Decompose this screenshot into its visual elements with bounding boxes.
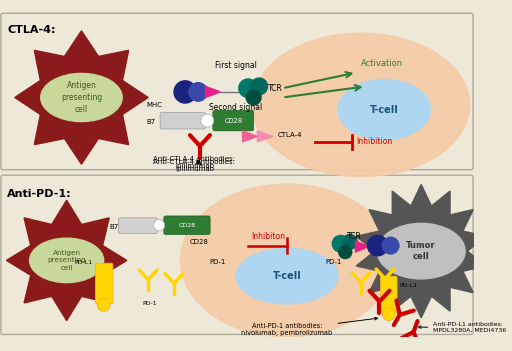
Text: B7: B7 xyxy=(146,119,156,125)
Text: Anti-PD-1:: Anti-PD-1: xyxy=(7,189,72,199)
Polygon shape xyxy=(7,200,127,320)
FancyBboxPatch shape xyxy=(1,175,473,335)
Text: Antigen
presenting
cell: Antigen presenting cell xyxy=(47,250,86,271)
Text: T-cell: T-cell xyxy=(272,271,302,281)
Circle shape xyxy=(382,237,399,254)
Ellipse shape xyxy=(30,238,103,283)
Text: First signal: First signal xyxy=(215,61,257,70)
Text: PD-1: PD-1 xyxy=(325,259,342,265)
Text: PD-L1: PD-L1 xyxy=(400,283,418,288)
Circle shape xyxy=(201,114,214,127)
Circle shape xyxy=(239,79,258,98)
Text: Anti-CTLA-4 antibodies:
ipilimumab: Anti-CTLA-4 antibodies: ipilimumab xyxy=(154,156,236,169)
Circle shape xyxy=(339,246,352,259)
Ellipse shape xyxy=(41,73,122,121)
Text: Inhibiton: Inhibiton xyxy=(251,232,285,241)
Text: PD-1: PD-1 xyxy=(143,301,157,306)
Circle shape xyxy=(251,78,267,95)
FancyBboxPatch shape xyxy=(118,218,157,233)
Circle shape xyxy=(154,220,165,231)
Text: B7: B7 xyxy=(109,224,118,230)
Text: T-cell: T-cell xyxy=(370,105,398,114)
Ellipse shape xyxy=(252,33,470,177)
Circle shape xyxy=(174,81,196,103)
Ellipse shape xyxy=(338,79,431,140)
Ellipse shape xyxy=(181,184,393,337)
Ellipse shape xyxy=(236,249,338,304)
Polygon shape xyxy=(15,31,148,164)
FancyBboxPatch shape xyxy=(380,276,397,313)
FancyBboxPatch shape xyxy=(1,13,473,170)
Polygon shape xyxy=(258,131,273,142)
Text: CD28: CD28 xyxy=(224,118,242,124)
FancyBboxPatch shape xyxy=(160,112,205,129)
Text: CTLA-4: CTLA-4 xyxy=(278,132,302,138)
Text: CTLA-4:: CTLA-4: xyxy=(7,25,56,35)
Text: PD-L1: PD-L1 xyxy=(74,260,93,265)
FancyBboxPatch shape xyxy=(213,111,253,131)
Text: TCR: TCR xyxy=(268,84,283,93)
Circle shape xyxy=(382,307,395,320)
Text: Second signal: Second signal xyxy=(209,103,263,112)
Circle shape xyxy=(332,236,349,252)
Polygon shape xyxy=(205,86,220,98)
Circle shape xyxy=(368,236,388,256)
Polygon shape xyxy=(243,131,258,142)
Polygon shape xyxy=(356,185,486,318)
Circle shape xyxy=(189,83,207,101)
Text: MHC: MHC xyxy=(146,102,162,108)
Circle shape xyxy=(97,298,110,311)
Text: Antigen
presenting
cell: Antigen presenting cell xyxy=(61,81,102,114)
Circle shape xyxy=(343,234,357,249)
Text: TCR: TCR xyxy=(347,232,362,241)
Text: Anti-PD-L1 antibodies:
MPDL3280A, MEDI4736: Anti-PD-L1 antibodies: MPDL3280A, MEDI47… xyxy=(418,323,506,333)
Text: Tumor
cell: Tumor cell xyxy=(407,241,436,261)
Ellipse shape xyxy=(377,223,465,279)
Text: CD28: CD28 xyxy=(178,223,196,228)
Text: CD28: CD28 xyxy=(189,239,208,245)
Text: Activation: Activation xyxy=(361,59,403,68)
Polygon shape xyxy=(355,241,369,252)
Text: Inhibition: Inhibition xyxy=(356,137,393,146)
Text: PD-1: PD-1 xyxy=(209,259,226,265)
Text: Anti-CTLA-4 antibodies:
ipilimumab: Anti-CTLA-4 antibodies: ipilimumab xyxy=(154,159,236,172)
FancyBboxPatch shape xyxy=(164,216,210,234)
FancyBboxPatch shape xyxy=(95,263,113,304)
Text: Anti-PD-1 antibodies:
nivolumab, pembrolizumab: Anti-PD-1 antibodies: nivolumab, pembrol… xyxy=(241,317,377,336)
Circle shape xyxy=(246,90,261,105)
